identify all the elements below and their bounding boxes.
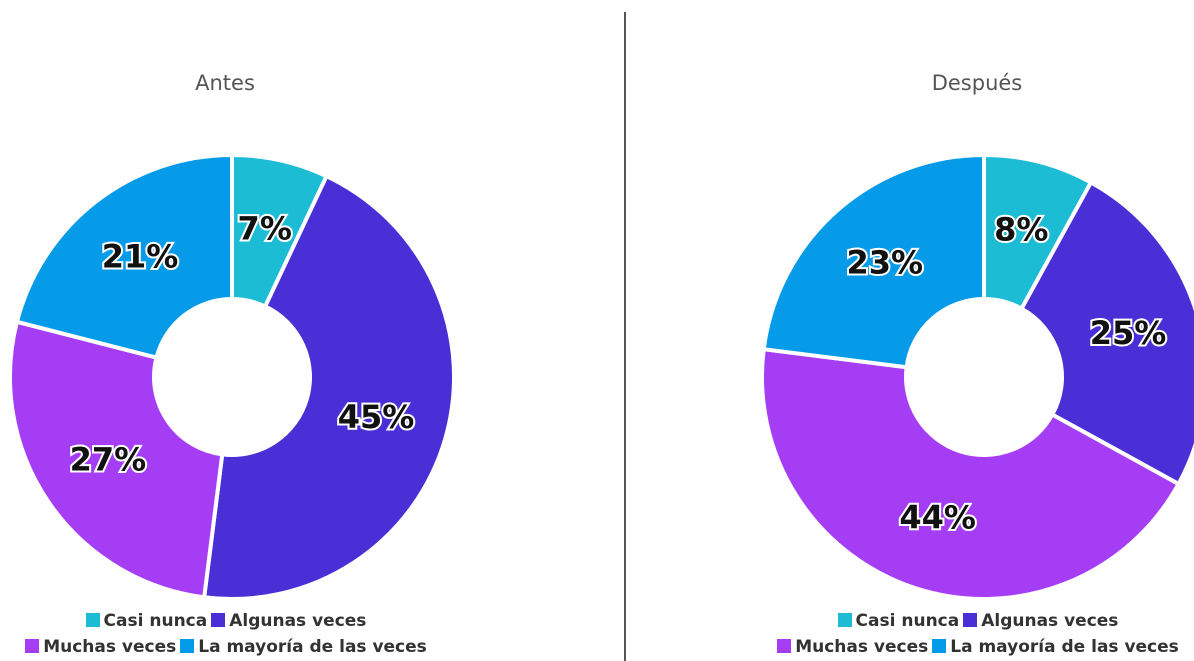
legend-label: Algunas veces [981,611,1119,631]
legend-row: Muchas veces La mayoría de las veces [0,634,486,660]
legend-item: Muchas veces [777,634,928,660]
data-label: 45% [338,398,415,436]
legend: Casi nunca Algunas veces Muchas veces La ma… [718,608,1194,660]
legend-item: Casi nunca [85,608,208,634]
legend-swatch [932,639,947,653]
legend-item: Algunas veces [963,608,1118,634]
legend-swatch [180,639,195,653]
data-label: 21% [102,237,179,275]
legend-swatch [85,613,100,627]
legend-row: Muchas veces La mayoría de las veces [718,634,1194,660]
legend-row: Casi nunca Algunas veces [718,608,1194,634]
legend-swatch [837,613,852,627]
chart-title: Antes [195,71,255,95]
donut-segment [761,152,986,370]
legend-label: Algunas veces [229,611,367,631]
legend: Casi nunca Algunas veces Muchas veces La ma… [0,608,486,660]
legend-swatch [777,639,792,653]
legend-item: La mayoría de las veces [180,634,427,660]
data-label: 23% [847,243,924,281]
chart-title: Después [932,71,1023,95]
legend-label: Casi nunca [855,611,960,631]
legend-swatch [25,639,40,653]
donut-segment [760,346,1182,601]
donut-segment [8,319,225,600]
data-label: 8% [994,211,1048,249]
legend-label: La mayoría de las veces [950,637,1179,657]
legend-item: Casi nunca [837,608,960,634]
legend-label: Muchas veces [795,637,929,657]
legend-label: La mayoría de las veces [198,637,427,657]
data-label: 7% [238,210,292,248]
legend-item: Algunas veces [211,608,366,634]
donut-segment [201,173,456,601]
data-label: 44% [899,499,976,537]
legend-item: Muchas veces [25,634,176,660]
legend-item: La mayoría de las veces [932,634,1179,660]
legend-swatch [963,613,978,627]
donut-segment [14,152,234,361]
data-label: 27% [70,440,147,478]
legend-label: Casi nunca [103,611,208,631]
legend-swatch [211,613,226,627]
legend-row: Casi nunca Algunas veces [0,608,486,634]
data-label: 25% [1090,314,1167,352]
donut-segment [1018,179,1194,487]
legend-label: Muchas veces [43,637,177,657]
